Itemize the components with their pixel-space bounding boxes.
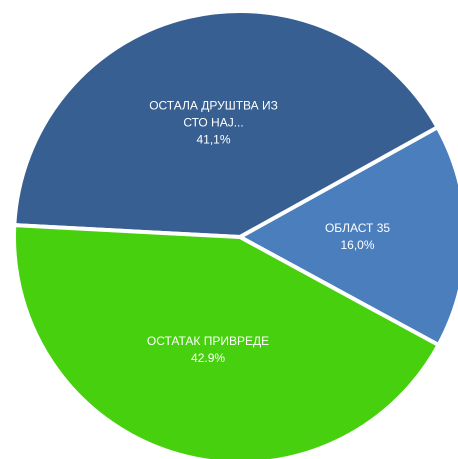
pie-slice <box>12 223 441 459</box>
value-label: 42.9% <box>191 351 226 366</box>
category-label: ОСТАТАК ПРИВРЕДЕ <box>146 334 270 349</box>
category-label: ОБЛАСТ 35 <box>324 220 391 235</box>
pie-slice <box>12 9 440 239</box>
category-label: ОСТАЛА ДРУШТВА ИЗ СТО НАЈ... <box>149 98 278 129</box>
pie-slice <box>238 125 458 348</box>
value-label: 16,0% <box>340 237 375 252</box>
slice-label: ОБЛАСТ 35 16,0% <box>283 220 433 254</box>
value-label: 41,1% <box>196 132 231 146</box>
slice-label: ОСТАЛА ДРУШТВА ИЗ СТО НАЈ... 41,1% <box>139 97 289 148</box>
slice-label: ОСТАТАК ПРИВРЕДЕ 42.9% <box>133 333 283 367</box>
